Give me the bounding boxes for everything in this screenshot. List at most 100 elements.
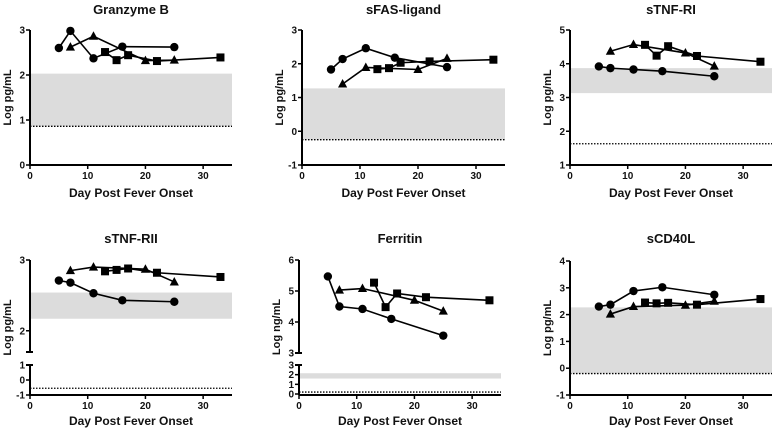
square-data-point bbox=[101, 48, 110, 57]
y-tick-label: 2 bbox=[559, 310, 565, 321]
circle-data-point bbox=[710, 72, 719, 81]
x-tick-label: 20 bbox=[409, 401, 421, 412]
x-tick-label: 10 bbox=[354, 171, 366, 182]
x-tick-label: 10 bbox=[622, 401, 634, 412]
x-axis-label: Day Post Fever Onset bbox=[338, 414, 462, 428]
circle-data-point bbox=[335, 302, 344, 311]
x-tick-label: 0 bbox=[567, 171, 573, 182]
y-tick-label: 1 bbox=[19, 361, 25, 372]
circle-data-point bbox=[594, 302, 604, 311]
triangle-data-point bbox=[442, 53, 452, 62]
circle-data-point bbox=[629, 65, 638, 74]
x-tick-label: 10 bbox=[622, 171, 634, 182]
square-data-point bbox=[124, 264, 133, 273]
circle-data-point bbox=[66, 26, 75, 36]
square-data-point bbox=[216, 272, 225, 281]
y-tick-label: 1 bbox=[559, 337, 565, 348]
square-data-point bbox=[124, 51, 133, 60]
y-tick-label: 6 bbox=[288, 256, 294, 267]
triangle-data-point bbox=[628, 301, 639, 311]
y-tick-label: 5 bbox=[288, 287, 294, 298]
x-axis-label: Day Post Fever Onset bbox=[609, 186, 733, 200]
y-axis-label: Log pg/mL bbox=[542, 69, 554, 125]
circle-data-point bbox=[66, 278, 75, 287]
normal-range-band bbox=[302, 88, 505, 140]
y-tick-label: -1 bbox=[16, 391, 25, 402]
x-axis-label: Day Post Fever Onset bbox=[609, 414, 733, 428]
triangle-data-point bbox=[169, 276, 179, 286]
triangle-data-point bbox=[338, 79, 348, 88]
circle-data-point bbox=[118, 296, 127, 305]
y-tick-label: 0 bbox=[19, 376, 25, 387]
y-tick-label: 1 bbox=[559, 161, 565, 172]
triangle-data-point bbox=[605, 309, 615, 318]
y-axis-label: Log pg/mL bbox=[542, 300, 554, 356]
circle-data-point bbox=[606, 63, 615, 73]
square-data-point bbox=[421, 293, 430, 302]
x-tick-label: 30 bbox=[198, 401, 210, 412]
square-data-point bbox=[112, 56, 121, 65]
x-tick-label: 0 bbox=[27, 401, 33, 412]
triangle-data-point bbox=[709, 61, 719, 70]
normal-range-band bbox=[299, 373, 501, 379]
y-tick-label: 3 bbox=[559, 93, 565, 104]
circle-data-point bbox=[361, 44, 370, 53]
square-data-point bbox=[485, 296, 494, 305]
y-tick-label: 1 bbox=[291, 93, 297, 104]
y-tick-label: 3 bbox=[559, 283, 565, 294]
circle-data-point bbox=[658, 66, 667, 76]
square-data-point bbox=[216, 53, 225, 62]
triangle-data-point bbox=[65, 42, 75, 51]
square-data-point bbox=[652, 51, 661, 60]
triangle-data-point bbox=[88, 31, 99, 40]
x-tick-label: 20 bbox=[680, 401, 692, 412]
square-data-point bbox=[385, 64, 393, 73]
x-tick-label: 10 bbox=[82, 171, 94, 182]
x-tick-label: 10 bbox=[351, 401, 363, 412]
circle-data-point bbox=[54, 276, 64, 285]
square-data-point bbox=[641, 298, 650, 307]
y-axis-label: Log pg/mL bbox=[274, 69, 286, 125]
y-tick-label: 3 bbox=[19, 256, 25, 267]
y-tick-label: 4 bbox=[559, 59, 565, 70]
square-data-point bbox=[692, 300, 701, 309]
y-tick-label: 5 bbox=[559, 26, 565, 37]
y-tick-label: 3 bbox=[19, 26, 25, 37]
circle-data-point bbox=[442, 62, 452, 72]
y-tick-label: 2 bbox=[559, 127, 565, 138]
y-tick-label: 2 bbox=[288, 370, 294, 381]
y-tick-label: 0 bbox=[19, 161, 25, 172]
normal-range-band bbox=[30, 73, 232, 127]
x-tick-label: 20 bbox=[140, 401, 152, 412]
x-tick-label: 20 bbox=[140, 171, 152, 182]
x-axis-label: Day Post Fever Onset bbox=[341, 186, 465, 200]
circle-data-point bbox=[439, 331, 448, 340]
x-tick-label: 30 bbox=[470, 171, 482, 182]
triangle-data-point bbox=[409, 295, 420, 304]
x-axis-label: Day Post Fever Onset bbox=[69, 414, 193, 428]
square-data-point bbox=[425, 57, 434, 66]
square-data-point bbox=[152, 57, 161, 66]
square-data-point bbox=[152, 268, 161, 277]
chart-panel-stnf-ri: 1 2 3 4 5 0 10 20 30 sTNF-RI Day Post Fever Onset L… bbox=[542, 2, 772, 200]
square-series-line bbox=[644, 44, 761, 63]
circle-data-point bbox=[658, 283, 667, 292]
triangle-data-point bbox=[438, 306, 448, 315]
chart-title: sCD40L bbox=[647, 231, 695, 246]
x-tick-label: 10 bbox=[82, 401, 94, 412]
circle-data-point bbox=[594, 62, 604, 71]
circle-data-point bbox=[338, 54, 347, 64]
triangle-data-point bbox=[357, 283, 368, 293]
x-tick-label: 20 bbox=[412, 171, 424, 182]
y-tick-label: 2 bbox=[19, 71, 25, 82]
x-tick-label: 30 bbox=[198, 171, 210, 182]
y-tick-label: 3 bbox=[288, 349, 294, 360]
square-series-line bbox=[104, 267, 221, 278]
square-data-point bbox=[641, 40, 650, 49]
square-data-point bbox=[692, 51, 701, 60]
y-tick-label: 2 bbox=[291, 59, 297, 70]
square-data-point bbox=[664, 42, 673, 51]
square-data-point bbox=[756, 295, 765, 304]
